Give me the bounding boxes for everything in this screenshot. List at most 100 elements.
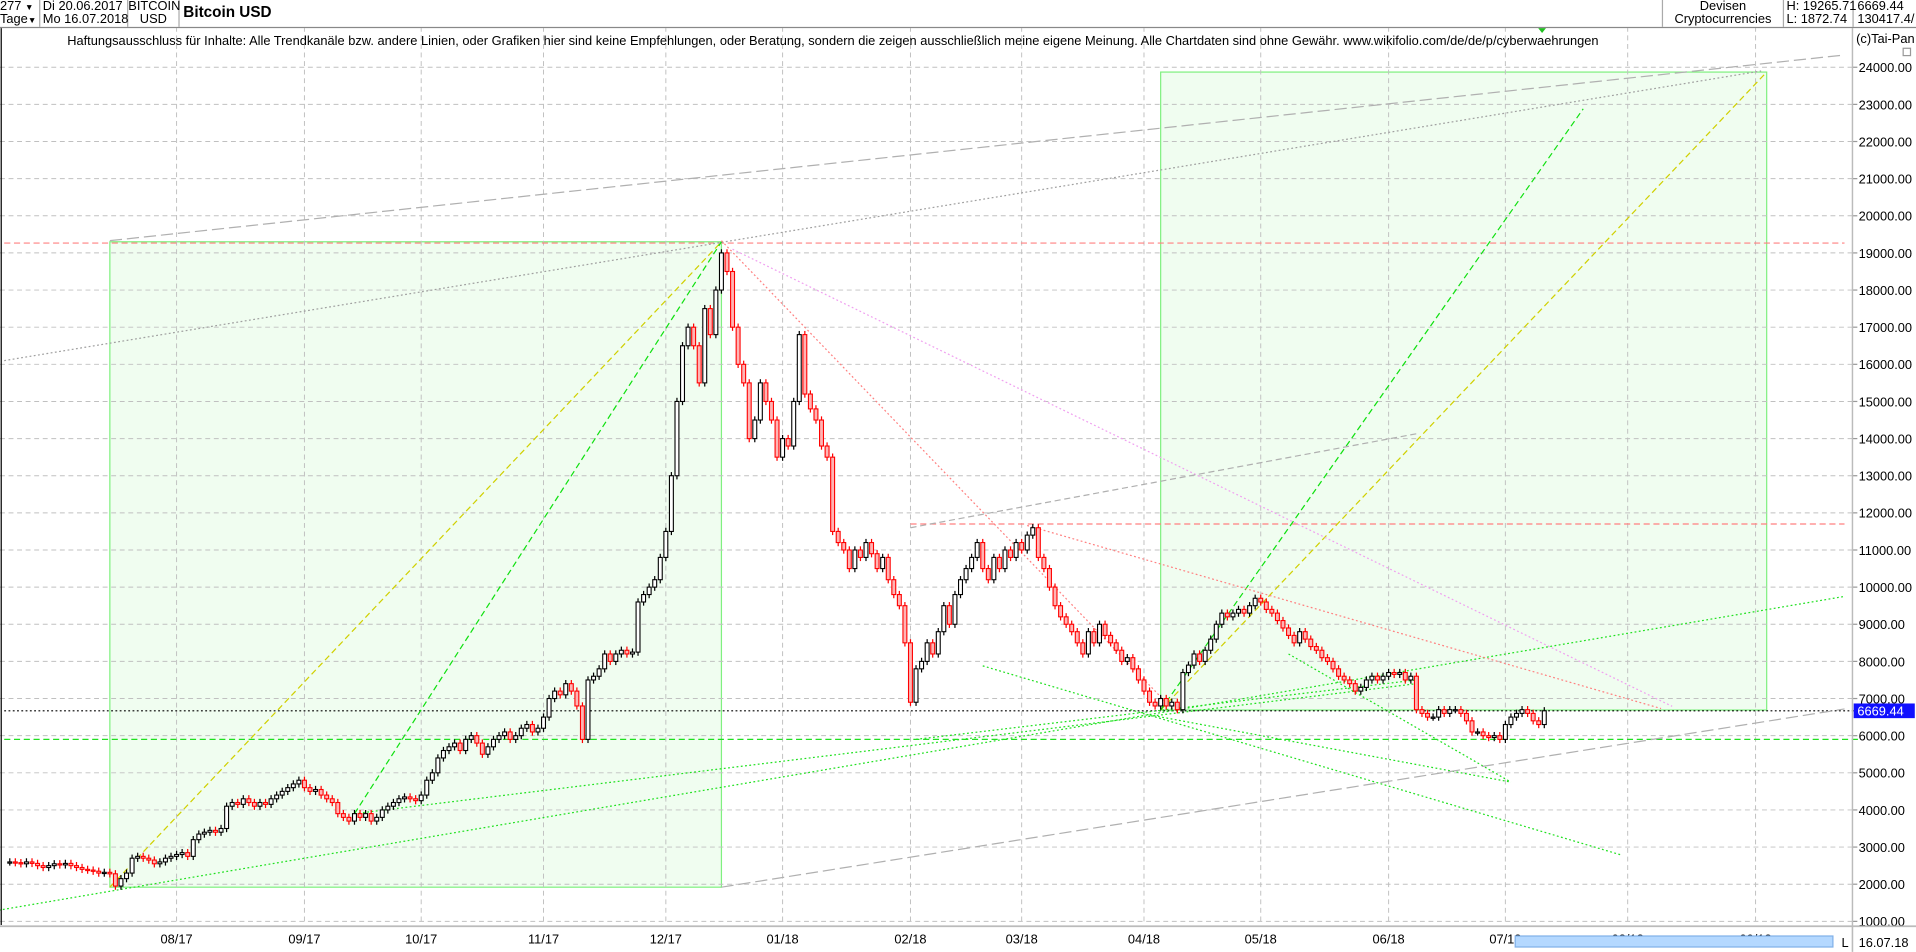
candle (1119, 649, 1125, 662)
candle (1336, 668, 1342, 677)
trend-line (109, 241, 722, 888)
time-scrollbar[interactable] (1514, 935, 1834, 948)
candle (285, 787, 291, 792)
candle (218, 827, 224, 833)
x-tick-label: 03/18 (1006, 931, 1038, 946)
chevron-down-icon[interactable]: ▼ (24, 3, 34, 13)
candle (440, 749, 446, 759)
candle (201, 831, 207, 835)
candle (1491, 735, 1497, 739)
candle (146, 857, 152, 861)
candle (1358, 686, 1364, 692)
candle (101, 871, 107, 875)
candle (1185, 664, 1191, 674)
candle (591, 675, 597, 681)
candle (124, 872, 130, 880)
candle (1013, 542, 1019, 558)
candle (557, 690, 563, 696)
candle (563, 683, 569, 696)
candle (863, 542, 869, 558)
trend-line (910, 433, 1417, 529)
candle (207, 829, 213, 833)
candle (1525, 709, 1531, 714)
candle (674, 400, 680, 477)
candle (1130, 657, 1136, 670)
candle (980, 542, 986, 570)
candle (68, 862, 74, 867)
market: Devisen (1699, 0, 1747, 14)
minimize-button[interactable] (1902, 47, 1912, 57)
candle (1158, 697, 1164, 707)
symbol: BITCOIN (128, 0, 181, 14)
chevron-down-icon[interactable]: ▼ (27, 17, 37, 26)
y-tick-label: 7000.00 (1859, 691, 1905, 706)
candle (140, 855, 146, 859)
candle (329, 798, 335, 804)
candle (1024, 534, 1030, 551)
candle (757, 382, 763, 421)
candle (668, 475, 674, 532)
candle (1530, 712, 1536, 722)
date-range[interactable]: Di 20.06.2017 Mo 16.07.2018 (40, 0, 128, 27)
candle (73, 865, 79, 869)
copyright: (c)Tai-Pan (1856, 31, 1915, 47)
candle (457, 742, 463, 752)
candle (1402, 671, 1408, 681)
scale-mode-button[interactable]: L (1841, 935, 1848, 950)
period-count: 277 (0, 0, 22, 14)
candle (579, 705, 585, 740)
date-from[interactable]: Di 20.06.2017 (42, 0, 123, 14)
candle (841, 542, 847, 551)
candle (1096, 623, 1103, 644)
candle (752, 419, 758, 440)
candle (96, 870, 102, 874)
candle (568, 683, 574, 692)
candle (346, 816, 352, 822)
candle (1174, 701, 1180, 711)
candle (1002, 549, 1008, 570)
candle (741, 363, 747, 384)
candle (385, 805, 391, 811)
candle (602, 653, 608, 670)
candle (29, 861, 35, 864)
candle (1469, 720, 1475, 733)
candle (12, 861, 18, 864)
candle (1397, 671, 1403, 675)
candle (1302, 631, 1308, 640)
candle (1480, 731, 1486, 737)
x-tick-label: 07/18 (1489, 931, 1521, 946)
candle (1052, 586, 1058, 607)
last-price-label: 6669.44 (1857, 704, 1903, 719)
candle (46, 865, 52, 869)
candle (852, 549, 858, 570)
candle (1235, 608, 1242, 614)
candle (807, 393, 813, 410)
date-to[interactable]: Mo 16.07.2018 (42, 12, 129, 27)
candle (574, 690, 580, 707)
period-selector[interactable]: 277 ▼ Tage▼ (0, 0, 41, 27)
candle (185, 852, 191, 857)
y-tick-label: 24000.00 (1859, 60, 1913, 75)
y-tick-label: 11000.00 (1859, 543, 1912, 558)
candle (474, 735, 480, 744)
candle (774, 419, 780, 458)
candle (85, 868, 91, 872)
candle (1413, 675, 1419, 711)
candle (446, 746, 452, 752)
candle (1330, 660, 1336, 670)
candle (746, 382, 752, 440)
candle (1258, 597, 1264, 603)
candle (624, 649, 630, 655)
candle (1046, 568, 1052, 588)
candle (90, 869, 96, 872)
y-tick-label: 12000.00 (1859, 506, 1913, 521)
candle (830, 456, 836, 532)
candle (274, 794, 280, 800)
segment: Cryptocurrencies (1674, 12, 1772, 27)
candle (1224, 612, 1230, 618)
candle (1363, 679, 1369, 688)
candle (946, 605, 952, 625)
candle (1374, 675, 1380, 681)
trend-line (1027, 524, 1662, 710)
